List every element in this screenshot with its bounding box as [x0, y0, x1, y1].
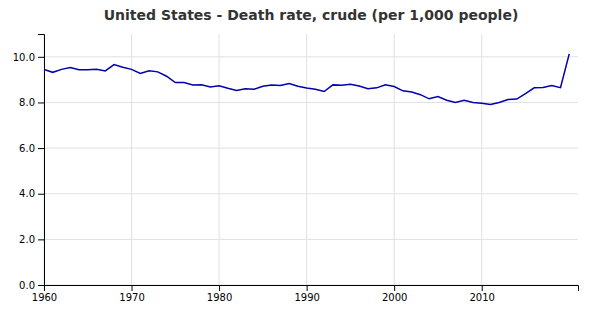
tick-label: 1980 — [207, 292, 232, 303]
grid-line — [306, 34, 307, 285]
axis-line — [45, 286, 579, 292]
tick-label: 10.0 — [13, 52, 35, 63]
tick: 6.0 — [19, 143, 44, 154]
tick-label: 2000 — [382, 292, 407, 303]
grid-line — [131, 34, 132, 285]
tick: 0.0 — [19, 280, 44, 291]
chart: 1960 1970 1980 1990 2000 2010 0.0 2.0 4.0 6.0 8.0 1… — [0, 0, 600, 315]
grid-line — [219, 34, 220, 285]
tick: 8.0 — [19, 97, 44, 108]
tick: 1970 — [119, 285, 144, 303]
grid-line — [481, 34, 482, 285]
title: United States - Death rate, crude (per 1… — [104, 7, 519, 23]
y-axis: 0.0 2.0 4.0 6.0 8.0 10.0 — [13, 35, 45, 291]
tick-label: 4.0 — [19, 188, 35, 199]
tick-mark — [394, 285, 395, 291]
tick-mark — [219, 285, 220, 291]
tick-mark — [307, 285, 308, 291]
tick-label: 2.0 — [19, 234, 35, 245]
grid-line — [44, 193, 578, 194]
tick: 4.0 — [19, 188, 44, 199]
tick-label: 1960 — [32, 292, 57, 303]
grid-line — [44, 239, 578, 240]
tick-mark — [482, 285, 483, 291]
tick: 1990 — [294, 285, 319, 303]
tick-label: 8.0 — [19, 97, 35, 108]
tick-mark — [38, 102, 44, 103]
tick-mark — [38, 148, 44, 149]
x-axis: 1960 1970 1980 1990 2000 2010 — [32, 285, 579, 303]
tick-mark — [38, 239, 44, 240]
tick-mark — [132, 285, 133, 291]
tick: 10.0 — [13, 52, 44, 63]
grid-line — [44, 56, 578, 57]
line — [44, 54, 569, 105]
grid-line — [44, 148, 578, 149]
tick-label: 1990 — [294, 292, 319, 303]
tick: 1980 — [207, 285, 232, 303]
marks — [44, 54, 569, 105]
tick-mark — [38, 194, 44, 195]
tick-label: 1970 — [119, 292, 144, 303]
plot: 1960 1970 1980 1990 2000 2010 0.0 2.0 4.0 6.0 8.0 1… — [13, 34, 579, 303]
tick: 2010 — [469, 285, 494, 303]
tick: 1960 — [32, 285, 57, 303]
tick: 2.0 — [19, 234, 44, 245]
tick: 2000 — [382, 285, 407, 303]
grid-line — [394, 34, 395, 285]
tick-mark — [38, 57, 44, 58]
axis-line — [38, 35, 45, 286]
tick-mark — [38, 285, 44, 286]
tick-label: 0.0 — [19, 280, 35, 291]
tick-label: 2010 — [469, 292, 494, 303]
grid — [44, 34, 578, 285]
tick-label: 6.0 — [19, 143, 35, 154]
